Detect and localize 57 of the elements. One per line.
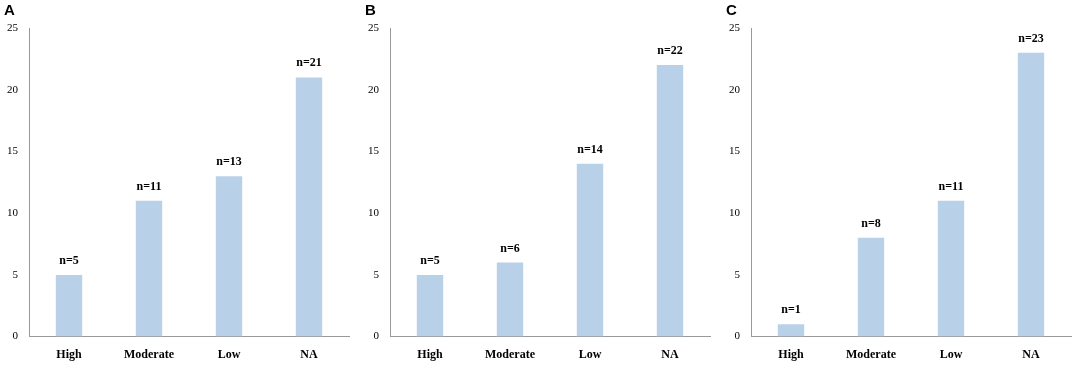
- data-label: n=6: [500, 240, 520, 255]
- y-tick-label: 15: [729, 144, 741, 157]
- chart-title: C: [726, 1, 737, 19]
- bar: [55, 274, 83, 337]
- x-tick-label: Moderate: [485, 346, 536, 361]
- y-tick-label: 5: [12, 267, 19, 280]
- y-tick-label: 10: [729, 206, 741, 219]
- x-tick-label: Moderate: [846, 346, 897, 361]
- y-tick-label: 20: [7, 82, 19, 95]
- data-label: n=13: [216, 154, 242, 169]
- y-tick-label: 15: [368, 144, 380, 157]
- y-tick-label: 20: [729, 82, 741, 95]
- x-tick-label: High: [778, 346, 804, 361]
- data-label: n=5: [420, 252, 440, 267]
- data-label: n=22: [657, 43, 683, 58]
- bar: [656, 65, 684, 337]
- x-tick-label: NA: [661, 346, 679, 361]
- bar: [135, 200, 163, 337]
- chart-title: B: [365, 1, 376, 19]
- x-tick-label: High: [417, 346, 443, 361]
- x-tick-label: Low: [578, 346, 602, 361]
- bar: [777, 324, 805, 337]
- y-tick-label: 25: [368, 20, 380, 33]
- data-label: n=11: [136, 178, 162, 193]
- x-tick-label: NA: [1022, 346, 1040, 361]
- data-label: n=11: [938, 178, 964, 193]
- x-tick-label: Low: [217, 346, 241, 361]
- y-tick-label: 10: [368, 206, 380, 219]
- y-tick-label: 25: [7, 20, 19, 33]
- y-tick-label: 0: [12, 329, 19, 342]
- y-tick-label: 25: [729, 20, 741, 33]
- x-tick-label: NA: [300, 346, 318, 361]
- data-label: n=23: [1018, 30, 1044, 45]
- bar: [857, 237, 885, 337]
- chart-title: A: [4, 1, 15, 19]
- bar: [937, 200, 965, 337]
- data-label: n=1: [781, 302, 801, 317]
- y-tick-label: 0: [734, 329, 741, 342]
- bar: [576, 163, 604, 337]
- x-tick-label: High: [56, 346, 82, 361]
- y-tick-label: 10: [7, 206, 19, 219]
- y-tick-label: 0: [373, 329, 380, 342]
- bar: [1017, 52, 1045, 337]
- y-tick-label: 20: [368, 82, 380, 95]
- y-tick-label: 15: [7, 144, 19, 157]
- data-label: n=8: [861, 215, 881, 230]
- bar: [295, 77, 323, 337]
- y-tick-label: 5: [373, 267, 380, 280]
- x-tick-label: Low: [939, 346, 963, 361]
- data-label: n=5: [59, 252, 79, 267]
- data-label: n=21: [296, 55, 322, 70]
- x-tick-label: Moderate: [124, 346, 175, 361]
- bar: [416, 274, 444, 337]
- bar: [496, 262, 524, 337]
- bar: [215, 176, 243, 337]
- data-label: n=14: [577, 141, 603, 156]
- y-tick-label: 5: [734, 267, 741, 280]
